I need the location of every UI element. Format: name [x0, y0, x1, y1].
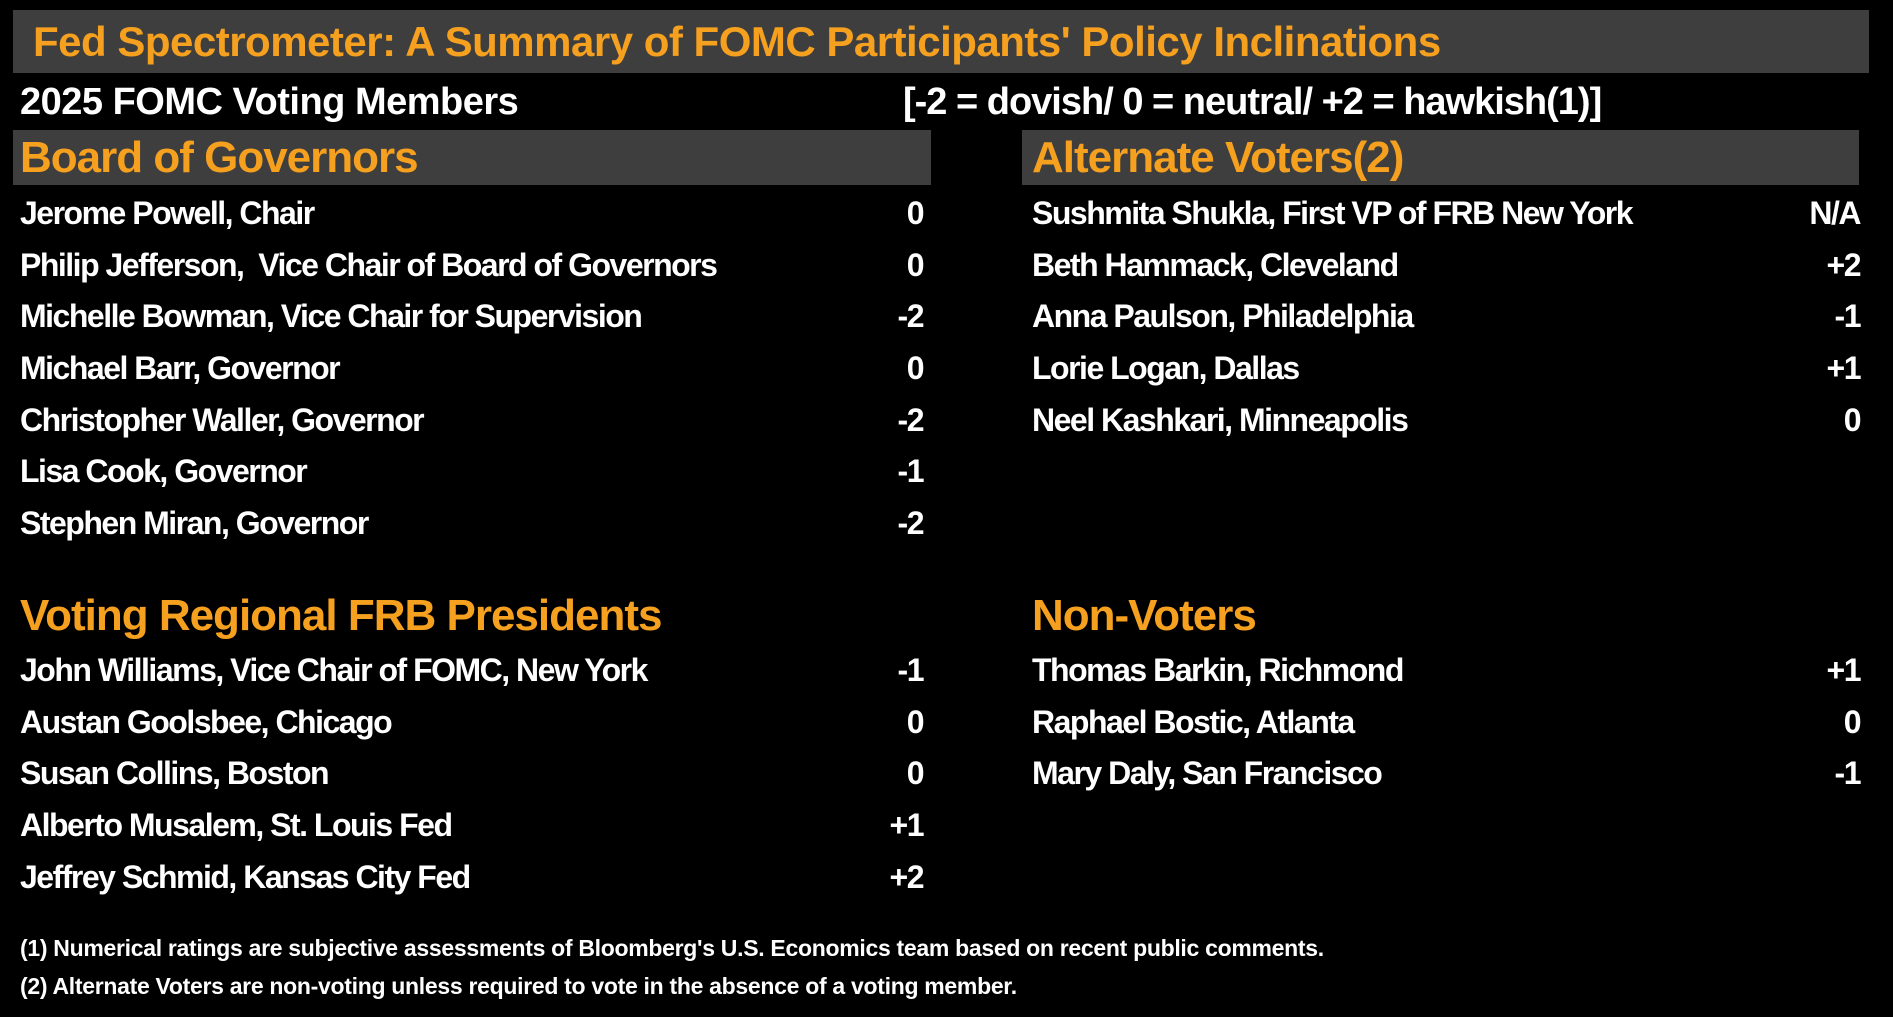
- section-header-label: Alternate Voters(2): [1032, 132, 1404, 182]
- footnote-1: (1) Numerical ratings are subjective ass…: [20, 935, 1324, 961]
- member-rating: -2: [897, 401, 925, 438]
- member-name: Sushmita Shukla, First VP of FRB New Yor…: [1032, 195, 1633, 232]
- table-row: Alberto Musalem, St. Louis Fed +1: [20, 800, 925, 852]
- member-rating: -2: [897, 504, 925, 541]
- member-rating: 0: [906, 755, 925, 792]
- table-row: Raphael Bostic, Atlanta 0: [1032, 697, 1862, 749]
- member-name: Beth Hammack, Cleveland: [1032, 246, 1399, 283]
- member-rating: +1: [1826, 350, 1862, 387]
- section-header-non-voters: Non-Voters: [1032, 591, 1257, 640]
- table-row: Susan Collins, Boston 0: [20, 748, 925, 800]
- table-row: Michael Barr, Governor 0: [20, 343, 925, 395]
- member-name: Jerome Powell, Chair: [20, 195, 315, 232]
- member-name: Michelle Bowman, Vice Chair for Supervis…: [20, 298, 643, 335]
- member-rating: -1: [897, 453, 925, 490]
- member-name: Neel Kashkari, Minneapolis: [1032, 401, 1409, 438]
- member-rating: 0: [906, 246, 925, 283]
- table-row: Neel Kashkari, Minneapolis 0: [1032, 394, 1862, 446]
- table-row: Lisa Cook, Governor -1: [20, 446, 925, 498]
- table-row: Jerome Powell, Chair 0: [20, 188, 925, 240]
- table-row: John Williams, Vice Chair of FOMC, New Y…: [20, 645, 925, 697]
- table-row: Philip Jefferson, Vice Chair of Board of…: [20, 240, 925, 292]
- member-rating: 0: [906, 195, 925, 232]
- member-name: Stephen Miran, Governor: [20, 504, 369, 541]
- member-name: Philip Jefferson, Vice Chair of Board of…: [20, 246, 718, 283]
- table-row: Michelle Bowman, Vice Chair for Supervis…: [20, 291, 925, 343]
- member-name: Alberto Musalem, St. Louis Fed: [20, 807, 453, 844]
- table-row: Austan Goolsbee, Chicago 0: [20, 697, 925, 749]
- member-rating: -1: [1834, 755, 1862, 792]
- member-rating: 0: [906, 350, 925, 387]
- member-name: Lisa Cook, Governor: [20, 453, 308, 490]
- member-name: Thomas Barkin, Richmond: [1032, 652, 1404, 689]
- table-row: Thomas Barkin, Richmond +1: [1032, 645, 1862, 697]
- section-header-label: Board of Governors: [20, 132, 419, 182]
- member-rating: +1: [889, 807, 925, 844]
- member-name: Raphael Bostic, Atlanta: [1032, 703, 1355, 740]
- member-name: Austan Goolsbee, Chicago: [20, 703, 393, 740]
- table-row: Jeffrey Schmid, Kansas City Fed +2: [20, 851, 925, 903]
- member-rating: 0: [1843, 401, 1862, 438]
- table-row: Sushmita Shukla, First VP of FRB New Yor…: [1032, 188, 1861, 240]
- member-name: Lorie Logan, Dallas: [1032, 350, 1300, 387]
- table-row: Christopher Waller, Governor -2: [20, 394, 925, 446]
- member-rating: +1: [1826, 652, 1862, 689]
- footnote-2: (2) Alternate Voters are non-voting unle…: [20, 973, 1017, 999]
- member-rating: 0: [1843, 703, 1862, 740]
- member-rating: -1: [897, 652, 925, 689]
- non-voters-rows: Thomas Barkin, Richmond +1 Raphael Bosti…: [1032, 645, 1862, 800]
- member-rating: +2: [889, 858, 925, 895]
- board-of-governors-rows: Jerome Powell, Chair 0 Philip Jefferson,…: [20, 188, 925, 550]
- member-rating: -2: [897, 298, 925, 335]
- member-name: Christopher Waller, Governor: [20, 401, 425, 438]
- voting-regional-rows: John Williams, Vice Chair of FOMC, New Y…: [20, 645, 925, 903]
- table-row: Mary Daly, San Francisco -1: [1032, 748, 1862, 800]
- member-name: John Williams, Vice Chair of FOMC, New Y…: [20, 652, 648, 689]
- section-header-board-of-governors: Board of Governors: [13, 130, 931, 185]
- member-rating: -1: [1834, 298, 1862, 335]
- member-name: Susan Collins, Boston: [20, 755, 330, 792]
- table-row: Stephen Miran, Governor -2: [20, 498, 925, 550]
- member-name: Mary Daly, San Francisco: [1032, 755, 1383, 792]
- member-rating: 0: [906, 703, 925, 740]
- rating-scale-legend: [-2 = dovish/ 0 = neutral/ +2 = hawkish(…: [903, 81, 1602, 123]
- member-name: Michael Barr, Governor: [20, 350, 341, 387]
- subtitle-voting-members: 2025 FOMC Voting Members: [20, 81, 519, 123]
- footnotes: (1) Numerical ratings are subjective ass…: [20, 929, 1324, 1005]
- member-name: Jeffrey Schmid, Kansas City Fed: [20, 858, 471, 895]
- table-row: Lorie Logan, Dallas +1: [1032, 343, 1862, 395]
- table-row: Beth Hammack, Cleveland +2: [1032, 240, 1862, 292]
- member-rating: +2: [1826, 246, 1862, 283]
- member-name: Anna Paulson, Philadelphia: [1032, 298, 1414, 335]
- title-bar: Fed Spectrometer: A Summary of FOMC Part…: [13, 10, 1869, 73]
- table-row: Anna Paulson, Philadelphia -1: [1032, 291, 1862, 343]
- section-header-alternate-voters: Alternate Voters(2): [1022, 130, 1859, 185]
- member-rating: N/A: [1809, 195, 1861, 232]
- section-header-voting-regional: Voting Regional FRB Presidents: [20, 591, 662, 640]
- page-title: Fed Spectrometer: A Summary of FOMC Part…: [33, 17, 1441, 65]
- alternate-voters-rows: Sushmita Shukla, First VP of FRB New Yor…: [1032, 188, 1862, 446]
